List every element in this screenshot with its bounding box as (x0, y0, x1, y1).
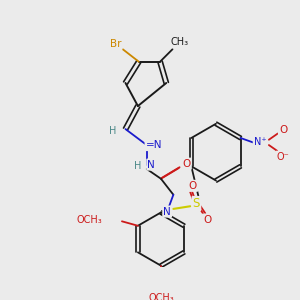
Text: N: N (163, 207, 171, 217)
Text: O: O (182, 159, 191, 169)
Text: O⁻: O⁻ (277, 152, 290, 162)
Text: =N: =N (146, 140, 162, 150)
Text: OCH₃: OCH₃ (148, 292, 174, 300)
Text: H: H (134, 161, 142, 171)
Text: OCH₃: OCH₃ (77, 214, 102, 224)
Text: O: O (189, 181, 197, 191)
Text: N⁺: N⁺ (254, 137, 266, 147)
Text: S: S (193, 197, 200, 210)
Text: N: N (147, 160, 155, 170)
Text: O: O (279, 125, 287, 135)
Text: H: H (110, 126, 117, 136)
Text: O: O (203, 214, 211, 224)
Text: CH₃: CH₃ (170, 37, 189, 47)
Text: Br: Br (110, 39, 122, 49)
